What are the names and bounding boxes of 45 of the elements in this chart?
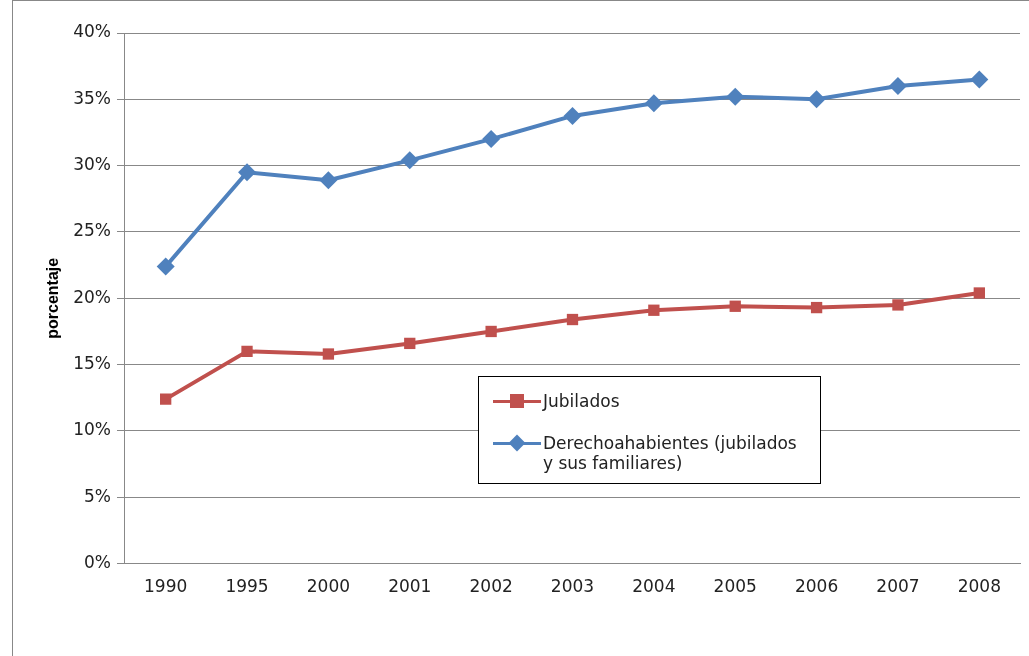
legend-label: Derechoahabientes (jubilados y sus familiares) [543,433,798,473]
point [404,337,416,350]
point [241,345,253,358]
x-tick-label: 2008 [957,576,1001,597]
point [892,299,904,311]
x-tick-label: 2007 [876,576,920,597]
x-tick-label: 2000 [306,576,351,597]
point [319,171,338,190]
y-axis-title: porcentaje [44,257,62,339]
x-tick-label: 2002 [469,576,513,597]
point [566,313,579,326]
y-tick-label: 30% [73,154,111,175]
point [648,304,660,316]
point [807,90,826,109]
y-tick-label: 0% [84,552,111,573]
x-tick-label: 2003 [550,576,595,597]
point [400,151,419,170]
point [238,163,257,182]
point [810,301,823,314]
y-tick-label: 35% [73,87,111,108]
legend-label: Jubilados [543,391,621,411]
y-tick-label: 10% [73,419,111,440]
point [322,348,335,360]
y-tick-label: 25% [73,220,111,241]
point [888,77,907,96]
point [563,106,582,125]
point [485,325,497,338]
point [644,94,663,113]
x-tick-label: 2006 [794,576,839,597]
point [726,87,745,106]
point [156,257,175,276]
y-tick-label: 15% [73,353,111,374]
point [482,130,501,149]
x-tick-label: 2004 [632,576,676,597]
x-tick-label: 1990 [144,576,188,597]
x-tick-label: 2001 [388,576,432,597]
x-tick-label: 2005 [713,576,757,597]
y-tick-label: 5% [84,485,111,506]
y-tick-label: 20% [73,286,111,307]
point [729,300,741,312]
x-tick-label: 1995 [225,576,269,597]
point [973,287,985,299]
y-tick-label: 40% [73,21,111,42]
point [970,70,989,89]
point [160,393,172,405]
